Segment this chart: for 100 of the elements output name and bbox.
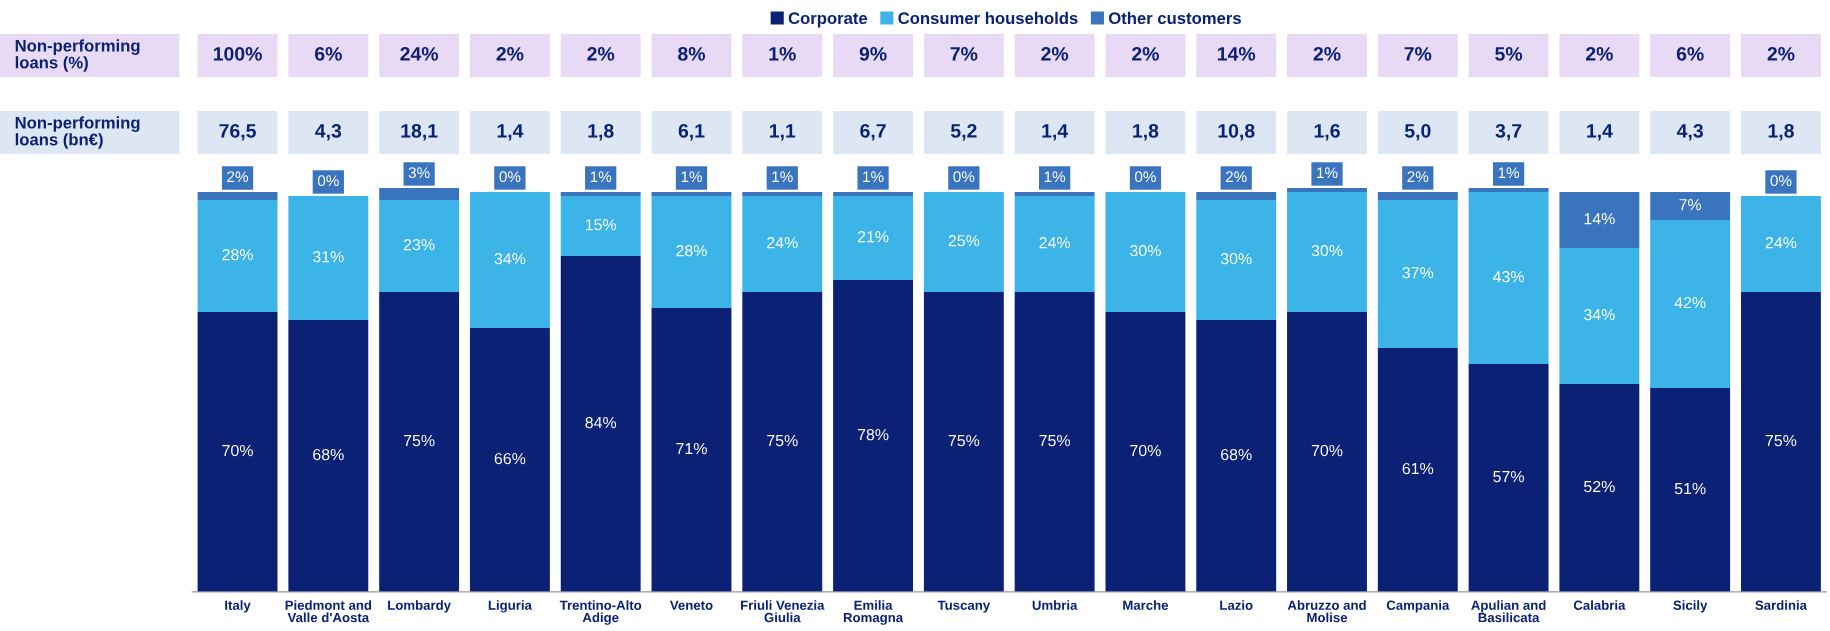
bar <box>1650 220 1731 388</box>
bar <box>1196 200 1277 320</box>
text: 1,1 <box>769 124 796 141</box>
data-label: 24% <box>1039 236 1071 249</box>
bar <box>469 327 550 592</box>
text: 2% <box>1132 46 1159 61</box>
text: 24% <box>400 46 439 61</box>
data-label: 3% <box>408 167 430 179</box>
x-tick-label: Piedmont and Valle d'Aosta <box>285 600 372 623</box>
text: 4,3 <box>315 123 342 141</box>
bar <box>1377 347 1458 592</box>
data-label: 1% <box>1317 167 1338 179</box>
bar <box>923 192 1004 292</box>
bar <box>1741 196 1821 292</box>
x-tick-label: Italy <box>225 600 251 613</box>
text: 4,3 <box>1676 123 1703 141</box>
text: 2% <box>1041 46 1069 61</box>
text: 9% <box>859 46 887 61</box>
text: 1,4 <box>497 124 524 141</box>
text: 1,8 <box>588 123 614 141</box>
data-label: 68% <box>313 448 344 461</box>
data-label: 7% <box>1679 199 1702 211</box>
text: 76,5 <box>219 123 256 141</box>
bar <box>1650 192 1731 221</box>
data-label: 24% <box>767 236 798 249</box>
data-label: 75% <box>1039 434 1071 447</box>
x-tick-label: Lazio <box>1220 600 1253 610</box>
data-label: 28% <box>676 244 707 257</box>
text: 1,8 <box>1768 123 1794 141</box>
data-label: 34% <box>1583 308 1615 321</box>
data-label: 0% <box>953 171 975 183</box>
bar <box>742 196 823 292</box>
x-tick-label: Sicily <box>1673 600 1708 613</box>
text: 6,1 <box>678 123 705 141</box>
data-label: 1% <box>1044 171 1066 183</box>
data-label: 21% <box>857 231 889 243</box>
data-label: 78% <box>857 428 889 441</box>
data-label: 52% <box>1584 480 1615 493</box>
text: 100% <box>213 46 262 61</box>
data-label: 43% <box>1492 270 1524 283</box>
data-label: 84% <box>585 416 617 429</box>
data-label: 30% <box>1130 244 1161 257</box>
x-tick-label: Liguria <box>488 600 532 613</box>
bar <box>833 280 914 592</box>
data-label: 0% <box>317 175 339 187</box>
x-tick-label: Tuscany <box>937 600 991 613</box>
x-tick-label: Umbria <box>1032 600 1078 610</box>
data-label: 75% <box>403 434 435 447</box>
text: 2% <box>1767 46 1795 61</box>
data-label: 70% <box>222 444 253 457</box>
data-label: 28% <box>222 248 253 261</box>
data-label: 30% <box>1220 252 1252 265</box>
bar <box>923 292 1004 592</box>
x-tick-label: Sardinia <box>1755 600 1808 610</box>
bar <box>1559 248 1640 384</box>
x-tick-label: Abruzzo and Molise <box>1287 600 1366 623</box>
text: 2% <box>1585 46 1613 61</box>
data-label: 31% <box>312 250 344 263</box>
data-label: 0% <box>1134 171 1156 183</box>
data-label: 1% <box>590 171 612 183</box>
data-label: 71% <box>676 442 707 455</box>
data-label: 1% <box>772 171 793 183</box>
bar <box>1650 387 1731 592</box>
x-tick-label: Lombardy <box>388 600 451 613</box>
bar <box>651 196 732 308</box>
text: 18,1 <box>401 123 438 141</box>
bar <box>1105 192 1186 312</box>
legend-label: Other customers <box>1108 11 1241 25</box>
data-label: 15% <box>585 219 617 231</box>
bar <box>1196 319 1277 592</box>
data-label: 70% <box>1311 444 1343 457</box>
data-label: 75% <box>767 434 798 447</box>
data-label: 0% <box>499 171 521 183</box>
data-label: 66% <box>494 452 526 465</box>
legend-label: Consumer households <box>898 11 1078 25</box>
text: 1% <box>769 47 796 61</box>
bar <box>197 311 278 592</box>
bar <box>379 292 460 592</box>
bar <box>560 196 641 257</box>
text: 2% <box>496 46 524 61</box>
data-label: 75% <box>948 434 980 447</box>
data-label: 70% <box>1130 444 1161 457</box>
bar <box>1741 292 1821 592</box>
bar <box>1377 200 1458 348</box>
text: 5,0 <box>1404 123 1431 141</box>
legend-label: Corporate <box>788 12 868 28</box>
text: 6,7 <box>860 123 886 141</box>
data-label: 68% <box>1221 448 1252 461</box>
text: 1,8 <box>1133 123 1159 141</box>
data-label: 34% <box>494 252 526 265</box>
bar <box>1468 192 1549 364</box>
data-label: 2% <box>1407 171 1429 183</box>
bar <box>1559 192 1640 249</box>
data-label: 1% <box>863 171 884 183</box>
text: 3,7 <box>1495 123 1522 141</box>
bar <box>469 192 550 328</box>
data-label: 51% <box>1674 482 1706 495</box>
data-label: 42% <box>1674 296 1706 309</box>
data-label: 14% <box>1584 213 1615 225</box>
x-tick-label: Veneto <box>669 600 713 610</box>
